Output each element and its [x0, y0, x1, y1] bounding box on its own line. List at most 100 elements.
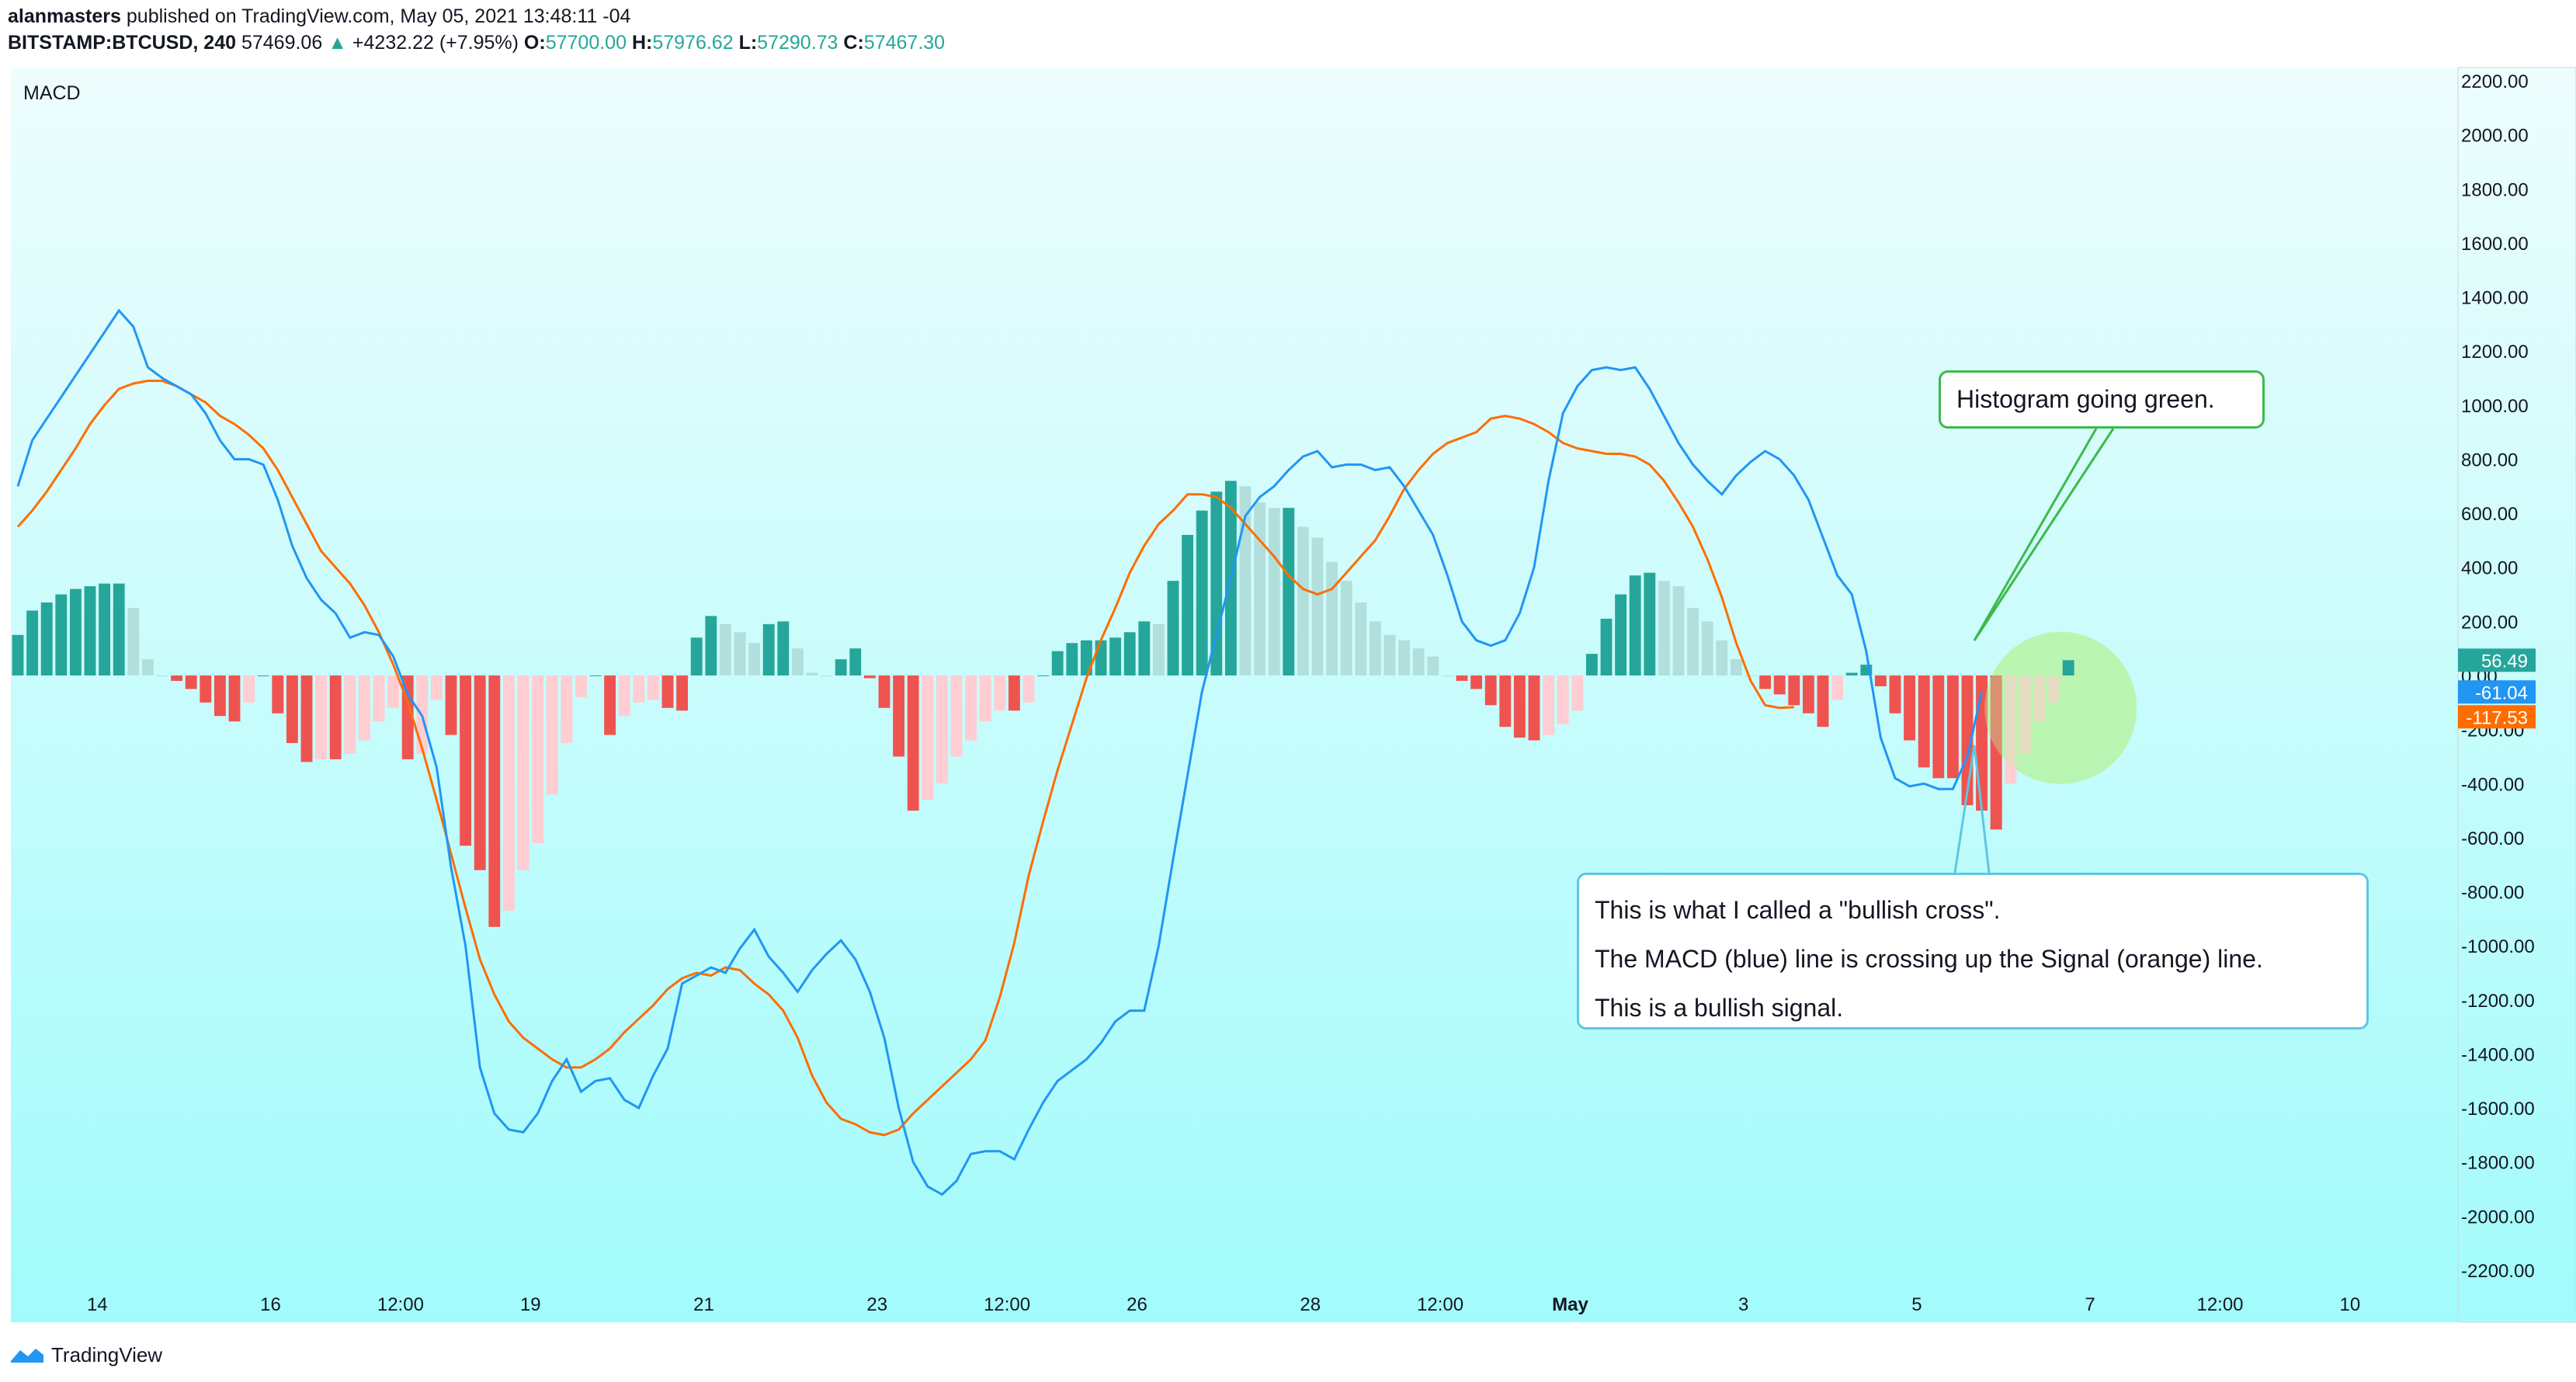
histogram-bar	[474, 675, 486, 870]
histogram-bar	[2019, 675, 2031, 754]
histogram-bar	[676, 675, 689, 711]
histogram-bar	[113, 583, 125, 675]
histogram-bar	[1297, 526, 1309, 675]
x-tick-label: 12:00	[1417, 1294, 1463, 1315]
histogram-bar	[604, 675, 616, 735]
x-tick-label: 3	[1738, 1294, 1748, 1315]
y-tick-label: -1000.00	[2461, 936, 2535, 957]
histogram-bar	[344, 675, 356, 754]
histogram-bar	[835, 659, 847, 675]
histogram-bar	[994, 675, 1006, 711]
histogram-bar	[2048, 675, 2060, 703]
histogram-bar	[1196, 510, 1208, 675]
histogram-callout-text: Histogram going green.	[1956, 385, 2215, 413]
histogram-bar	[705, 616, 717, 675]
published-text: published on TradingView.com, May 05, 20…	[126, 5, 631, 27]
histogram-bar	[1874, 675, 1887, 686]
histogram-bar	[1932, 675, 1945, 779]
bullish-cross-callout[interactable]: This is what I called a "bullish cross".…	[1577, 873, 2369, 1030]
histogram-bar	[1412, 648, 1425, 675]
price-change: +4232.22 (+7.95%)	[352, 32, 519, 54]
histogram-bar	[1311, 537, 1324, 675]
y-tick-label: -600.00	[2461, 828, 2524, 849]
histogram-bar	[1745, 675, 1757, 676]
histogram-bar	[1585, 654, 1598, 675]
histogram-bar	[661, 675, 674, 708]
histogram-callout[interactable]: Histogram going green.	[1939, 370, 2265, 429]
publish-info: alanmasters published on TradingView.com…	[8, 5, 630, 28]
x-tick-label: May	[1552, 1294, 1588, 1315]
histogram-bar	[185, 675, 197, 689]
histogram-bar	[1904, 675, 1916, 741]
histogram-bar	[690, 637, 703, 675]
histogram-bar	[1615, 594, 1627, 675]
last-value-text: 56.49	[2481, 651, 2528, 672]
brand-name: TradingView	[51, 1343, 163, 1366]
histogram-bar	[719, 623, 731, 675]
symbol-info: BITSTAMP:BTCUSD, 240 57469.06 ▲ +4232.22…	[8, 31, 945, 54]
y-tick-label: 800.00	[2461, 450, 2518, 471]
histogram-bar	[40, 602, 53, 675]
histogram-bar	[1658, 581, 1670, 675]
histogram-bar	[1687, 607, 1699, 675]
histogram-bar	[1484, 675, 1497, 706]
histogram-bar	[272, 675, 284, 714]
histogram-bar	[12, 634, 24, 675]
histogram-bar	[1340, 581, 1352, 675]
last-price: 57469.06	[241, 32, 323, 54]
histogram-bar	[1326, 561, 1338, 675]
histogram-bar	[286, 675, 298, 744]
tradingview-logo-icon	[11, 1349, 43, 1363]
publisher-name[interactable]: alanmasters	[8, 5, 121, 27]
cross-callout-pointer	[1953, 745, 1991, 873]
histogram-bar	[1022, 675, 1035, 703]
histogram-bar	[1051, 651, 1064, 675]
histogram-bar	[517, 675, 529, 870]
histogram-bar	[445, 675, 457, 735]
histogram-bar	[791, 648, 804, 675]
x-tick-label: 23	[866, 1294, 887, 1315]
histogram-bar	[1427, 656, 1439, 675]
histogram-bar	[762, 623, 775, 675]
histogram-bar	[1283, 508, 1295, 675]
histogram-bar	[589, 675, 602, 676]
y-tick-label: 1600.00	[2461, 234, 2529, 255]
histogram-bar	[358, 675, 370, 741]
symbol-name[interactable]: BITSTAMP:BTCUSD, 240	[8, 32, 237, 54]
histogram-bar	[84, 586, 96, 675]
y-tick-label: -2000.00	[2461, 1207, 2535, 1227]
histogram-bar	[2033, 675, 2046, 722]
y-tick-label: 1800.00	[2461, 179, 2529, 200]
y-tick-label: -1400.00	[2461, 1044, 2535, 1065]
histogram-bar	[1889, 675, 1901, 714]
histogram-bar	[1456, 675, 1468, 681]
y-tick-label: 1000.00	[2461, 396, 2529, 417]
histogram-bar	[1383, 634, 1396, 675]
histogram-bar	[647, 675, 659, 700]
histogram-bar	[734, 632, 746, 675]
histogram-bar	[1210, 491, 1223, 675]
y-tick-label: -800.00	[2461, 883, 2524, 904]
x-tick-label: 5	[1911, 1294, 1922, 1315]
histogram-bar	[1138, 621, 1151, 675]
histogram-bar	[1817, 675, 1829, 727]
y-tick-label: -1200.00	[2461, 991, 2535, 1012]
tradingview-logo[interactable]: TradingView	[9, 1342, 162, 1368]
histogram-bar	[849, 648, 862, 675]
macd-line	[16, 308, 1984, 1196]
histogram-bar	[1066, 643, 1078, 675]
y-tick-label: 200.00	[2461, 612, 2518, 633]
y-tick-label: -400.00	[2461, 774, 2524, 795]
histogram-bar	[156, 675, 168, 676]
histogram-bar	[1008, 675, 1020, 711]
histogram-bar	[214, 675, 226, 717]
histogram-bar	[1716, 640, 1728, 675]
histogram-bar	[228, 675, 241, 722]
histogram-bar	[878, 675, 890, 708]
x-tick-label: 21	[693, 1294, 714, 1315]
histogram-bar	[546, 675, 558, 795]
histogram-bar	[1095, 640, 1107, 675]
histogram-bar	[1845, 672, 1858, 675]
x-tick-label: 12:00	[377, 1294, 424, 1315]
